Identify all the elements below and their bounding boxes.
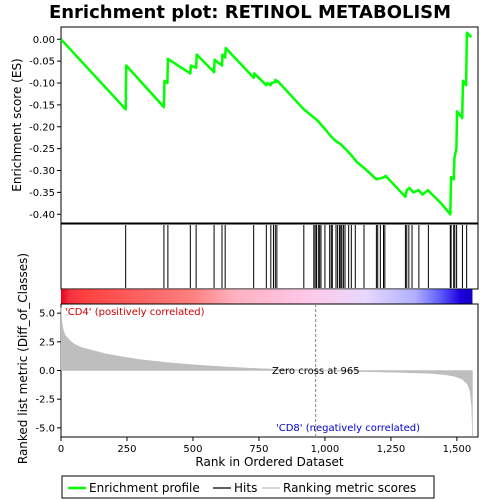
es-y-tick-label: -0.05	[29, 57, 55, 68]
es-y-tick-label: -0.25	[29, 144, 55, 155]
rank-x-axis-label: Rank in Ordered Dataset	[195, 455, 343, 469]
rank-y-tick-label: 5.0	[39, 309, 55, 320]
rank-x-tick-label: 500	[183, 444, 202, 455]
legend-enrichment-label: Enrichment profile	[89, 481, 200, 495]
legend-box	[61, 475, 435, 499]
es-y-tick-label: -0.30	[29, 166, 55, 177]
es-plot-frame	[60, 26, 479, 224]
rank-x-tick-label: 750	[249, 444, 268, 455]
rank-y-tick-label: 0.0	[39, 366, 55, 377]
rank-x-tick-label: 1,250	[377, 444, 406, 455]
es-y-axis-label: Enrichment score (ES)	[10, 58, 24, 191]
legend-ranking-label: Ranking metric scores	[283, 481, 416, 495]
rank-color-bar	[61, 289, 473, 304]
es-y-tick-label: -0.40	[29, 210, 55, 221]
rank-x-tick-label: 0	[58, 444, 64, 455]
es-y-tick-label: 0.00	[33, 35, 55, 46]
rank-x-tick-label: 250	[117, 444, 136, 455]
positive-correlation-label: 'CD4' (positively correlated)	[65, 307, 205, 318]
rank-y-axis-label: Ranked list metric (Diff_of_Classes)	[16, 253, 30, 464]
es-y-tick-label: -0.15	[29, 100, 55, 111]
enrichment-score-panel: 0.00 -0.05 -0.10 -0.15 -0.20 -0.25 -0.30 -0.35 -…	[10, 26, 479, 224]
rank-y-tick-label: -2.5	[35, 395, 55, 406]
ranking-metric-area	[60, 307, 473, 436]
hits-panel	[60, 223, 479, 304]
legend: Enrichment profile Hits Ranking metric s…	[61, 475, 435, 499]
legend-hits-label: Hits	[234, 481, 257, 495]
rank-y-tick-label: -5.0	[35, 423, 55, 434]
es-y-tick-label: -0.20	[29, 122, 55, 133]
rank-y-tick-label: 2.5	[39, 337, 55, 348]
es-y-tick-label: -0.10	[29, 79, 55, 90]
zero-cross-label: Zero cross at 965	[272, 366, 360, 377]
hits-frame	[60, 223, 479, 290]
negative-correlation-label: 'CD8' (negatively correlated)	[276, 423, 420, 434]
enrichment-profile-line	[60, 31, 473, 216]
chart-title: Enrichment plot: RETINOL METABOLISM	[49, 2, 451, 23]
rank-x-tick-label: 1,000	[311, 444, 340, 455]
ranking-metric-panel: 5.0 2.5 0.0 -2.5 -5.00 250 500 750 1,000 1,250 1,5…	[16, 253, 479, 469]
rank-x-tick-label: 1,500	[443, 444, 472, 455]
es-y-tick-label: -0.35	[29, 188, 55, 199]
